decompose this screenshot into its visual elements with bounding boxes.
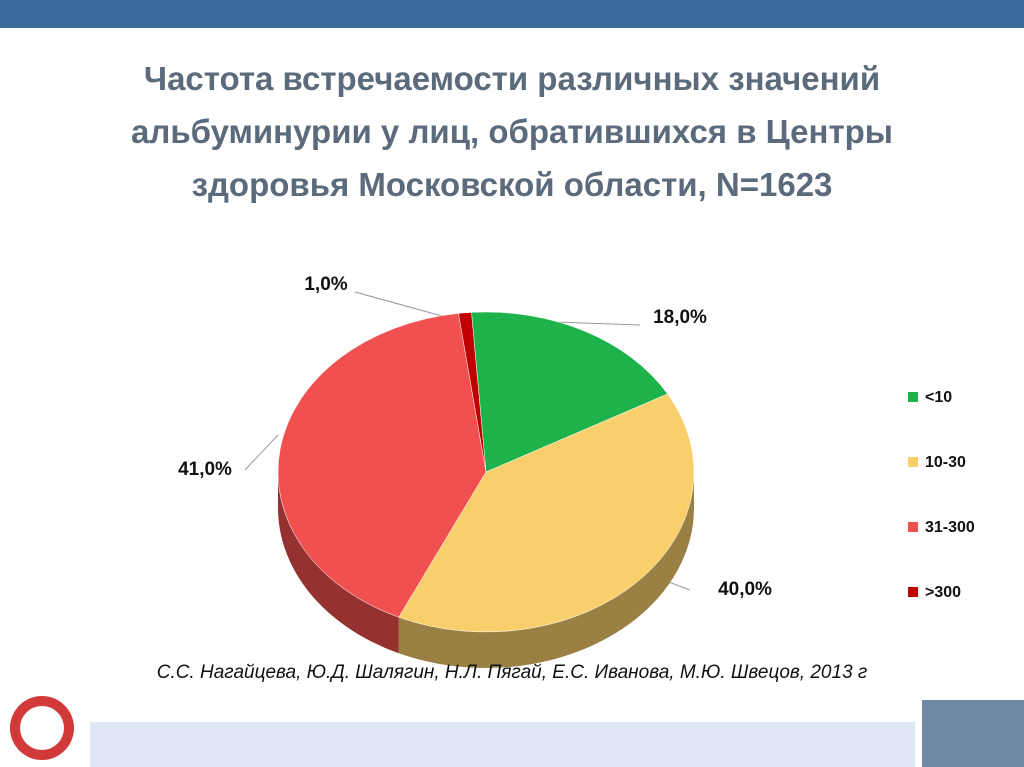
top-bar	[0, 0, 1024, 28]
slice	[471, 311, 668, 473]
leader-line	[554, 321, 641, 326]
data-label: 41,0%	[178, 459, 232, 480]
logo-inner	[20, 706, 64, 750]
slice-side	[278, 472, 399, 654]
slice	[277, 313, 487, 618]
slice	[458, 312, 487, 473]
legend-label: 31-300	[925, 519, 975, 536]
legend-label: 10-30	[925, 454, 966, 471]
data-label: 40,0%	[718, 579, 772, 600]
legend-swatch	[908, 522, 918, 532]
leader-line	[354, 291, 443, 317]
leader-line	[244, 434, 279, 471]
legend-swatch	[908, 587, 918, 597]
bottom-bar	[90, 722, 915, 767]
slice-side	[398, 472, 694, 668]
source: С.С. Нагайцева, Ю.Д. Шалягин, Н.Л. Пягай…	[156, 662, 868, 683]
title: Частота встречаемости различных значений…	[131, 60, 893, 203]
slice	[398, 393, 695, 633]
legend-label: >300	[925, 584, 961, 601]
legend-swatch	[908, 457, 918, 467]
legend-label: <10	[925, 389, 952, 406]
pie	[277, 311, 695, 668]
photo	[922, 700, 1024, 767]
legend-swatch	[908, 392, 918, 402]
data-label: 1,0%	[304, 274, 347, 295]
data-label: 18,0%	[653, 307, 707, 328]
